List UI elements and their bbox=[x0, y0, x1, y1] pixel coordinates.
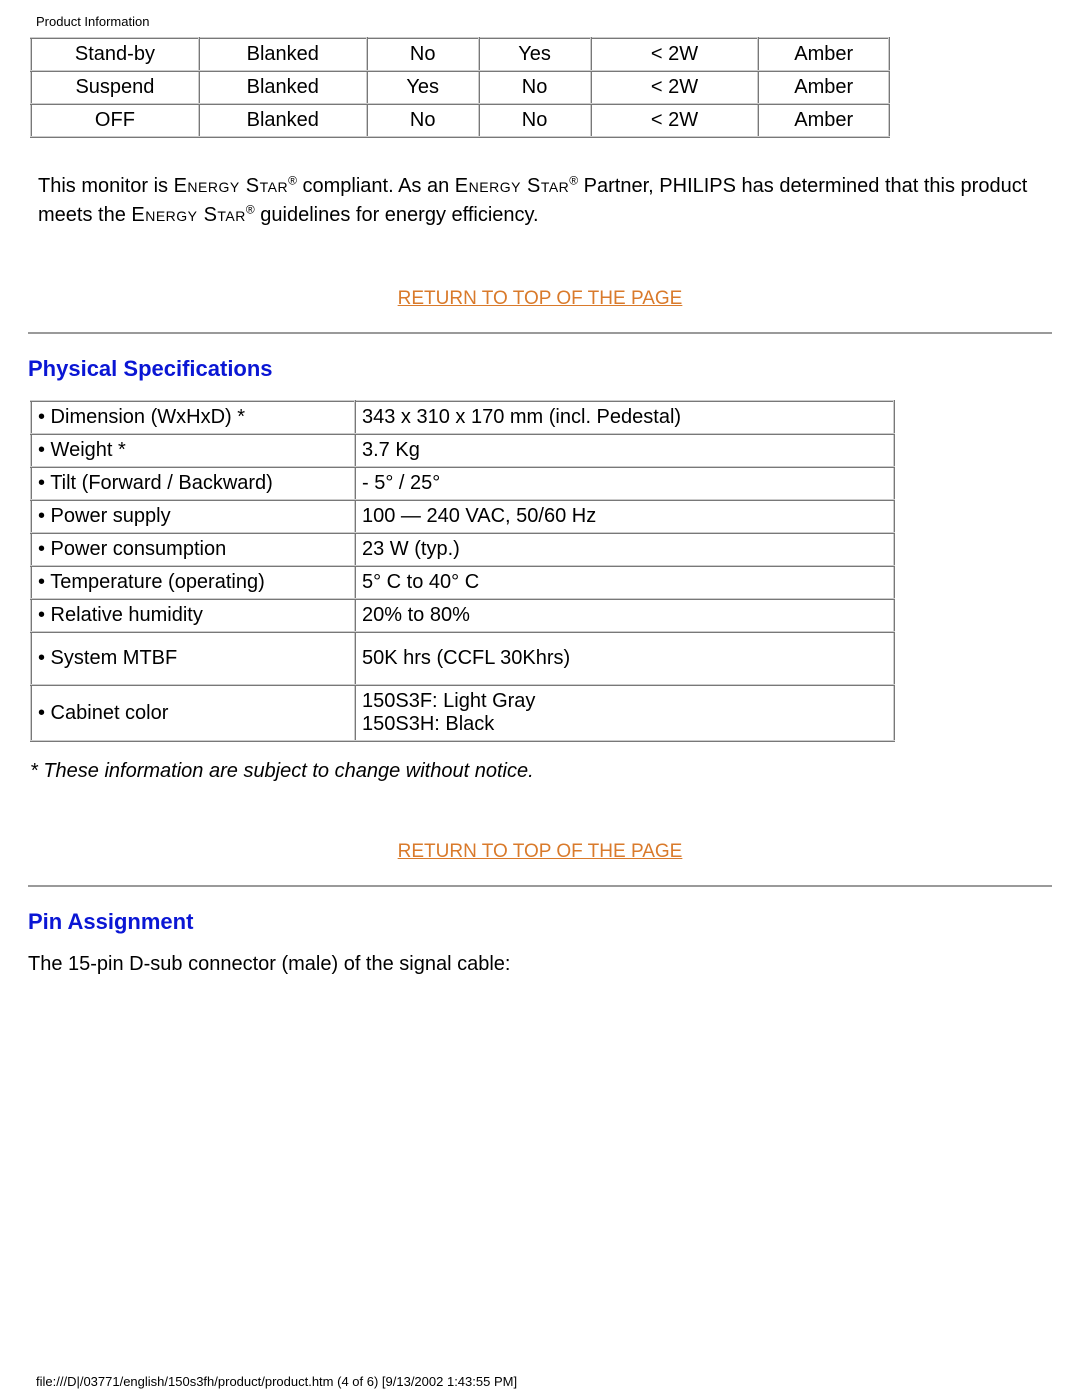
cell: Amber bbox=[758, 71, 889, 104]
spec-value: 100 — 240 VAC, 50/60 Hz bbox=[355, 500, 894, 533]
cell: Blanked bbox=[199, 71, 367, 104]
energy-star-mark: Energy Star bbox=[131, 204, 245, 226]
spec-label: • Weight * bbox=[31, 434, 355, 467]
brand-name: PHILIPS bbox=[659, 175, 736, 197]
power-modes-table: Stand-by Blanked No Yes < 2W Amber Suspe… bbox=[30, 37, 890, 138]
spec-label: • Relative humidity bbox=[31, 599, 355, 632]
spec-value: 150S3F: Light Gray 150S3H: Black bbox=[355, 685, 894, 741]
cell: No bbox=[479, 104, 591, 137]
spec-value: 50K hrs (CCFL 30Khrs) bbox=[355, 632, 894, 685]
physical-spec-table: • Dimension (WxHxD) *343 x 310 x 170 mm … bbox=[30, 400, 895, 742]
return-to-top-link[interactable]: RETURN TO TOP OF THE PAGE bbox=[398, 841, 683, 862]
cell: Stand-by bbox=[31, 38, 199, 71]
registered-symbol: ® bbox=[246, 202, 255, 216]
spec-label: • Power consumption bbox=[31, 533, 355, 566]
table-row: • Power consumption23 W (typ.) bbox=[31, 533, 894, 566]
spec-label: • Dimension (WxHxD) * bbox=[31, 401, 355, 434]
text: Partner, bbox=[578, 175, 659, 197]
table-row: • Cabinet color150S3F: Light Gray 150S3H… bbox=[31, 685, 894, 741]
table-row: • Dimension (WxHxD) *343 x 310 x 170 mm … bbox=[31, 401, 894, 434]
spec-label: • Temperature (operating) bbox=[31, 566, 355, 599]
cell: OFF bbox=[31, 104, 199, 137]
cell: Yes bbox=[367, 71, 479, 104]
cell: No bbox=[479, 71, 591, 104]
table-row: • Temperature (operating)5° C to 40° C bbox=[31, 566, 894, 599]
page-header: Product Information bbox=[36, 14, 1056, 29]
pin-assignment-intro: The 15-pin D-sub connector (male) of the… bbox=[28, 953, 1056, 976]
table-row: OFF Blanked No No < 2W Amber bbox=[31, 104, 889, 137]
section-divider bbox=[28, 332, 1052, 334]
table-row: • System MTBF50K hrs (CCFL 30Khrs) bbox=[31, 632, 894, 685]
cell: < 2W bbox=[591, 38, 759, 71]
section-heading-physical: Physical Specifications bbox=[28, 356, 1056, 382]
cell: Amber bbox=[758, 104, 889, 137]
table-row: • Power supply100 — 240 VAC, 50/60 Hz bbox=[31, 500, 894, 533]
cell: Blanked bbox=[199, 38, 367, 71]
energy-star-statement: This monitor is Energy Star® compliant. … bbox=[38, 172, 1048, 230]
table-row: • Relative humidity20% to 80% bbox=[31, 599, 894, 632]
cell: < 2W bbox=[591, 71, 759, 104]
spec-label: • Power supply bbox=[31, 500, 355, 533]
cell: < 2W bbox=[591, 104, 759, 137]
registered-symbol: ® bbox=[288, 173, 297, 187]
energy-star-mark: Energy Star bbox=[455, 175, 569, 197]
spec-value: 23 W (typ.) bbox=[355, 533, 894, 566]
table-row: • Tilt (Forward / Backward)- 5° / 25° bbox=[31, 467, 894, 500]
section-heading-pin: Pin Assignment bbox=[28, 909, 1056, 935]
spec-value: - 5° / 25° bbox=[355, 467, 894, 500]
spec-label: • Tilt (Forward / Backward) bbox=[31, 467, 355, 500]
footnote: * These information are subject to chang… bbox=[30, 760, 1056, 783]
spec-value: 343 x 310 x 170 mm (incl. Pedestal) bbox=[355, 401, 894, 434]
return-to-top-container: RETURN TO TOP OF THE PAGE bbox=[24, 288, 1056, 310]
return-to-top-link[interactable]: RETURN TO TOP OF THE PAGE bbox=[398, 288, 683, 309]
cell: Suspend bbox=[31, 71, 199, 104]
text: compliant. As an bbox=[297, 175, 455, 197]
spec-value: 20% to 80% bbox=[355, 599, 894, 632]
spec-label: • System MTBF bbox=[31, 632, 355, 685]
cell: Amber bbox=[758, 38, 889, 71]
table-row: Suspend Blanked Yes No < 2W Amber bbox=[31, 71, 889, 104]
cell: Yes bbox=[479, 38, 591, 71]
energy-star-mark: Energy Star bbox=[174, 175, 288, 197]
return-to-top-container: RETURN TO TOP OF THE PAGE bbox=[24, 841, 1056, 863]
cell: No bbox=[367, 104, 479, 137]
table-row: • Weight *3.7 Kg bbox=[31, 434, 894, 467]
registered-symbol: ® bbox=[569, 173, 578, 187]
text: guidelines for energy efficiency. bbox=[255, 204, 539, 226]
table-row: Stand-by Blanked No Yes < 2W Amber bbox=[31, 38, 889, 71]
page-footer-path: file:///D|/03771/english/150s3fh/product… bbox=[36, 1374, 517, 1389]
spec-label: • Cabinet color bbox=[31, 685, 355, 741]
spec-value: 3.7 Kg bbox=[355, 434, 894, 467]
spec-value: 5° C to 40° C bbox=[355, 566, 894, 599]
section-divider bbox=[28, 885, 1052, 887]
cell: No bbox=[367, 38, 479, 71]
text: This monitor is bbox=[38, 175, 174, 197]
cell: Blanked bbox=[199, 104, 367, 137]
